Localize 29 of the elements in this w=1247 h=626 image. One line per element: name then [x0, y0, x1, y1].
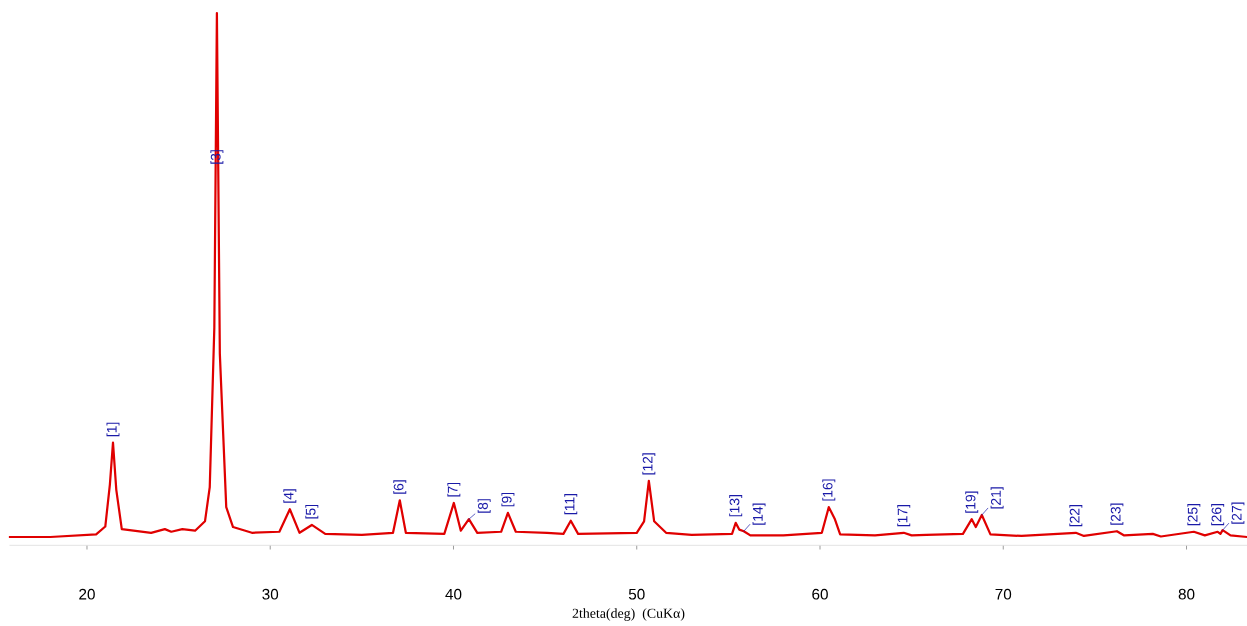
annotation: [13] — [729, 495, 743, 517]
annotation: [26] — [1211, 504, 1225, 526]
x-tick-label: 60 — [812, 588, 828, 600]
annotation: [22] — [1069, 505, 1083, 527]
annotation: [17] — [897, 505, 911, 527]
annotation: [23] — [1110, 503, 1124, 525]
annotation: [5] — [305, 504, 319, 519]
annotation: [7] — [447, 482, 461, 497]
annotation: [8] — [477, 499, 491, 513]
annotation: [14] — [752, 503, 766, 525]
annotation: [19] — [965, 491, 979, 513]
annotation: [11] — [564, 494, 578, 515]
x-tick-label: 70 — [995, 588, 1012, 600]
annotation: [1] — [106, 422, 120, 437]
annotation: [21] — [990, 487, 1004, 509]
x-tick-label: 50 — [628, 588, 645, 600]
annotation: [4] — [283, 489, 297, 503]
annotation: [3] — [210, 150, 224, 164]
annotation: [27] — [1231, 502, 1245, 524]
annotation: [12] — [642, 453, 656, 475]
annotation: [25] — [1187, 504, 1201, 526]
x-tick-label: 40 — [445, 588, 462, 600]
annotation: [6] — [393, 480, 407, 494]
x-tick-label: 80 — [1178, 588, 1195, 600]
x-tick-label: 20 — [79, 588, 95, 600]
x-axis-title: 2theta(deg) (CuKα) — [572, 608, 685, 621]
annotation: [9] — [501, 492, 515, 507]
x-tick-label: 30 — [262, 588, 279, 600]
annotation: [16] — [822, 479, 836, 501]
